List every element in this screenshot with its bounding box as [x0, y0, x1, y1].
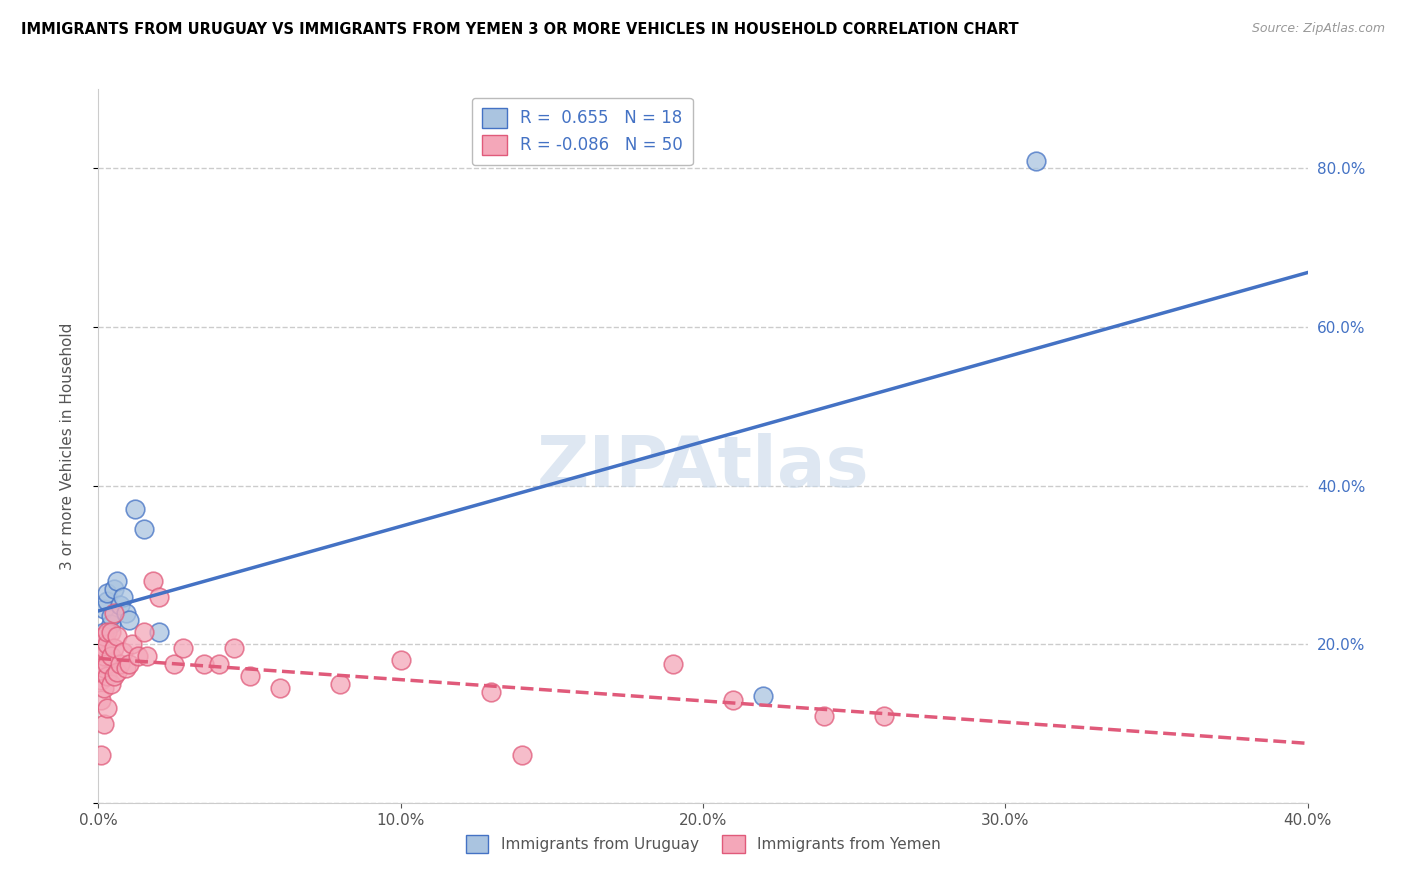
Point [723, 692, 745, 706]
Point [90, 645, 112, 659]
Point [111, 590, 134, 604]
Point [510, 748, 533, 763]
Point [269, 681, 291, 695]
Point [96, 593, 118, 607]
Text: IMMIGRANTS FROM URUGUAY VS IMMIGRANTS FROM YEMEN 3 OR MORE VEHICLES IN HOUSEHOLD: IMMIGRANTS FROM URUGUAY VS IMMIGRANTS FR… [21, 22, 1019, 37]
Point [329, 677, 352, 691]
Point [224, 641, 246, 656]
Point [96, 657, 118, 671]
Point [389, 653, 412, 667]
Point [96, 669, 118, 683]
Point [105, 574, 128, 588]
Point [142, 574, 165, 588]
Point [93, 661, 115, 675]
Point [100, 649, 122, 664]
Point [103, 606, 125, 620]
Point [481, 685, 503, 699]
Point [148, 590, 170, 604]
Point [100, 625, 122, 640]
Point [208, 657, 231, 671]
Point [163, 657, 186, 671]
Point [132, 522, 155, 536]
Point [90, 657, 112, 671]
Point [114, 661, 136, 675]
Point [93, 649, 115, 664]
Legend: Immigrants from Uruguay, Immigrants from Yemen: Immigrants from Uruguay, Immigrants from… [460, 829, 946, 859]
Point [135, 649, 157, 664]
Point [127, 649, 149, 664]
Point [105, 665, 128, 679]
Point [108, 598, 131, 612]
Point [100, 617, 122, 632]
Point [93, 641, 115, 656]
Point [193, 657, 215, 671]
Point [105, 629, 128, 643]
Point [93, 716, 115, 731]
Point [132, 625, 155, 640]
Point [661, 657, 683, 671]
Point [93, 681, 115, 695]
Point [813, 708, 835, 723]
Point [239, 669, 262, 683]
Point [96, 585, 118, 599]
Point [124, 502, 146, 516]
Point [96, 625, 118, 640]
Point [114, 606, 136, 620]
Point [111, 645, 134, 659]
Point [90, 748, 112, 763]
Point [103, 582, 125, 596]
Point [118, 614, 141, 628]
Point [93, 625, 115, 640]
Point [1024, 153, 1046, 168]
Point [96, 700, 118, 714]
Point [90, 641, 112, 656]
Point [100, 677, 122, 691]
Point [103, 641, 125, 656]
Point [93, 601, 115, 615]
Point [172, 641, 194, 656]
Point [108, 657, 131, 671]
Point [90, 673, 112, 687]
Point [118, 657, 141, 671]
Point [103, 669, 125, 683]
Point [90, 637, 112, 651]
Point [96, 637, 118, 651]
Text: Source: ZipAtlas.com: Source: ZipAtlas.com [1251, 22, 1385, 36]
Point [121, 637, 143, 651]
Point [752, 689, 775, 703]
Point [90, 692, 112, 706]
Y-axis label: 3 or more Vehicles in Household: 3 or more Vehicles in Household [60, 322, 75, 570]
Text: ZIPAtlas: ZIPAtlas [537, 433, 869, 502]
Point [873, 708, 896, 723]
Point [100, 609, 122, 624]
Point [93, 629, 115, 643]
Point [148, 625, 170, 640]
